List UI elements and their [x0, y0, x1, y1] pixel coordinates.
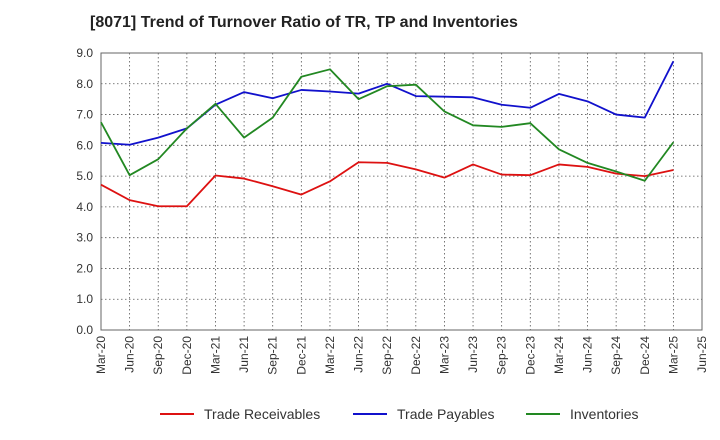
x-tick-label: Dec-22: [409, 336, 423, 375]
x-tick-label: Jun-21: [237, 336, 251, 373]
series-line-inventories: [100, 68, 675, 182]
x-tick-label: Mar-23: [437, 336, 451, 374]
x-tick-label: Dec-23: [523, 336, 537, 375]
x-tick-label: Sep-20: [151, 336, 165, 375]
x-tick-label: Mar-20: [94, 336, 108, 374]
y-tick-label: 6.0: [76, 138, 93, 152]
x-tick-label: Jun-24: [581, 336, 595, 373]
y-tick-label: 7.0: [76, 108, 93, 122]
legend-label: Trade Payables: [397, 406, 495, 422]
x-tick-label: Dec-20: [180, 336, 194, 375]
x-tick-label: Mar-22: [323, 336, 337, 374]
y-tick-label: 1.0: [76, 292, 93, 306]
legend-label: Trade Receivables: [204, 406, 320, 422]
x-tick-label: Jun-25: [695, 336, 709, 373]
x-tick-label: Mar-24: [552, 336, 566, 374]
y-tick-label: 3.0: [76, 231, 93, 245]
x-tick-label: Dec-21: [294, 336, 308, 375]
x-tick-label: Sep-21: [266, 336, 280, 375]
legend-label: Inventories: [570, 406, 638, 422]
x-tick-label: Dec-24: [638, 336, 652, 375]
x-tick-label: Mar-21: [208, 336, 222, 374]
chart-title: [8071] Trend of Turnover Ratio of TR, TP…: [90, 14, 518, 31]
series-line-trade-receivables: [100, 161, 674, 208]
x-tick-label: Sep-24: [609, 336, 623, 375]
x-tick-label: Jun-23: [466, 336, 480, 373]
x-tick-label: Jun-20: [123, 336, 137, 373]
y-tick-label: 5.0: [76, 169, 93, 183]
x-tick-label: Jun-22: [352, 336, 366, 373]
y-tick-label: 9.0: [76, 46, 93, 60]
y-tick-label: 4.0: [76, 200, 93, 214]
plot-frame: [100, 52, 703, 331]
y-tick-label: 2.0: [76, 261, 93, 275]
y-tick-label: 0.0: [76, 323, 93, 337]
x-tick-label: Mar-25: [666, 336, 680, 374]
x-tick-label: Sep-23: [495, 336, 509, 375]
y-tick-label: 8.0: [76, 77, 93, 91]
x-tick-label: Sep-22: [380, 336, 394, 375]
